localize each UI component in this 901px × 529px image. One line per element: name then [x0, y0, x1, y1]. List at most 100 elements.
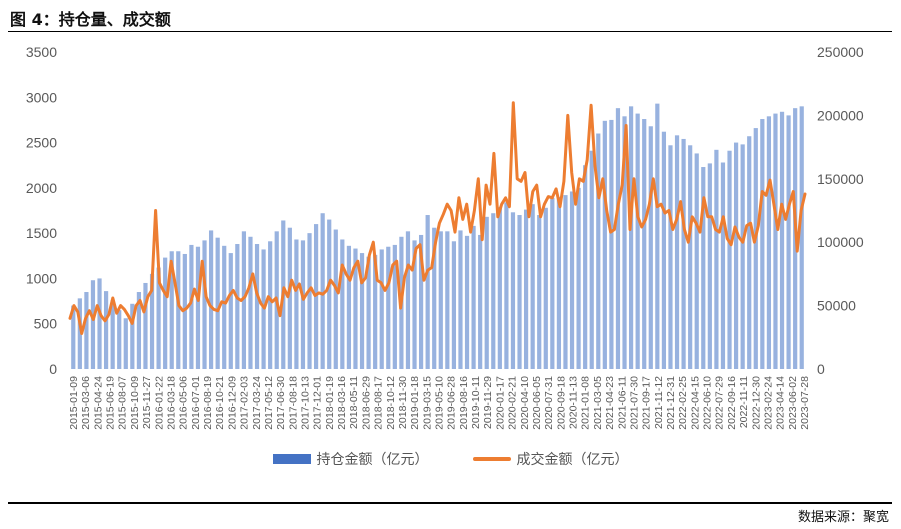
x-tick-label: 2019-08-16 [458, 376, 470, 430]
bar [287, 227, 292, 369]
bar [491, 213, 496, 369]
x-tick-label: 2021-03-05 [592, 376, 604, 430]
x-tick-label: 2017-08-18 [287, 376, 299, 430]
x-tick-label: 2023-06-02 [787, 376, 799, 430]
x-tick-label: 2020-02-21 [507, 376, 519, 430]
x-tick-label: 2020-09-18 [555, 376, 567, 430]
bar [373, 254, 378, 369]
bar [510, 212, 516, 369]
x-tick-label: 2015-01-09 [68, 376, 80, 430]
x-tick-label: 2022-12-30 [750, 376, 762, 430]
x-tick-label: 2016-08-19 [202, 376, 214, 430]
left-tick-label: 500 [34, 316, 58, 332]
bar [596, 133, 601, 369]
footer-divider [8, 502, 892, 504]
x-tick-label: 2016-03-18 [166, 376, 178, 430]
x-tick-label: 2022-07-29 [714, 376, 726, 430]
bar [707, 163, 712, 369]
x-tick-label: 2018-05-11 [348, 376, 360, 429]
bar [333, 229, 338, 369]
x-tick-label: 2015-11-27 [141, 376, 153, 429]
x-tick-label: 2019-10-11 [470, 376, 482, 429]
x-tick-label: 2020-11-13 [568, 376, 580, 429]
x-tick-label: 2016-05-06 [178, 376, 190, 430]
right-axis-ticks: 0 50000 100000 150000 200000 250000 [817, 44, 864, 377]
bar [523, 209, 529, 369]
left-tick-label: 0 [49, 361, 57, 377]
bar [635, 113, 640, 369]
x-tick-label: 2015-06-19 [105, 376, 117, 430]
right-tick-label: 50000 [817, 298, 856, 314]
bar [760, 119, 765, 370]
bar [353, 248, 358, 369]
bar [222, 245, 227, 369]
line-series-group [68, 101, 807, 335]
bar [202, 240, 207, 369]
x-tick-label: 2019-05-10 [434, 376, 446, 430]
x-tick-label: 2018-10-12 [385, 376, 397, 430]
bar [182, 253, 187, 369]
bar [268, 241, 273, 369]
bar [688, 145, 693, 369]
x-tick-label: 2021-07-30 [628, 376, 640, 430]
x-tick-label: 2022-06-10 [702, 376, 714, 430]
bar [497, 206, 502, 369]
bar [241, 231, 247, 369]
bar [412, 240, 417, 369]
bar [103, 291, 109, 369]
x-tick-label: 2020-04-10 [519, 376, 531, 430]
bar [195, 246, 201, 369]
x-tick-label: 2021-09-17 [641, 376, 653, 430]
bar [537, 215, 542, 369]
bar [438, 231, 443, 369]
x-tick-label: 2023-04-14 [775, 376, 787, 430]
bar [123, 318, 128, 369]
right-tick-label: 0 [817, 361, 825, 377]
x-tick-label: 2018-11-30 [397, 376, 409, 429]
bar [340, 239, 345, 369]
bar [432, 227, 437, 369]
bar [583, 165, 588, 369]
right-tick-label: 250000 [817, 44, 864, 60]
bar [458, 230, 463, 369]
trade-value-line [68, 101, 807, 335]
figure-title: 图 4：持仓量、成交额 [10, 10, 171, 29]
bar [668, 145, 673, 369]
bar [628, 106, 634, 369]
bar [622, 116, 627, 369]
x-tick-label: 2023-02-24 [763, 376, 775, 430]
bar [163, 257, 168, 369]
bar [110, 300, 115, 369]
bar [478, 234, 483, 369]
title-divider [8, 31, 892, 32]
bar [418, 234, 424, 369]
x-tick-label: 2019-03-15 [421, 376, 433, 430]
left-tick-label: 2000 [26, 180, 57, 196]
x-tick-label: 2022-09-16 [726, 376, 738, 430]
x-tick-label: 2021-04-23 [604, 376, 616, 430]
x-tick-label: 2018-03-16 [336, 376, 348, 430]
left-axis-ticks: 0 500 1000 1500 2000 2500 3000 3500 [26, 44, 57, 377]
bar [208, 230, 214, 369]
bar [786, 115, 791, 370]
bar [346, 245, 352, 369]
x-tick-label: 2017-06-30 [275, 376, 287, 430]
bar [799, 106, 804, 369]
bar [773, 113, 778, 369]
legend-item-line: 成交金额（亿元） [472, 449, 629, 469]
legend-item-bars: 持仓金额（亿元） [272, 449, 429, 469]
x-tick-label: 2017-10-13 [300, 376, 312, 430]
right-tick-label: 200000 [817, 107, 864, 123]
bar [320, 213, 325, 369]
x-tick-label: 2018-06-29 [360, 376, 372, 430]
bar [169, 251, 174, 369]
bar [504, 202, 509, 369]
right-tick-label: 150000 [817, 171, 864, 187]
legend-swatch-line [472, 457, 511, 461]
x-tick-label: 2022-02-25 [677, 376, 689, 430]
bar [359, 253, 365, 369]
bar [517, 215, 522, 369]
bar [425, 215, 430, 369]
bar [674, 135, 680, 369]
x-tick-label: 2019-11-29 [482, 376, 494, 429]
